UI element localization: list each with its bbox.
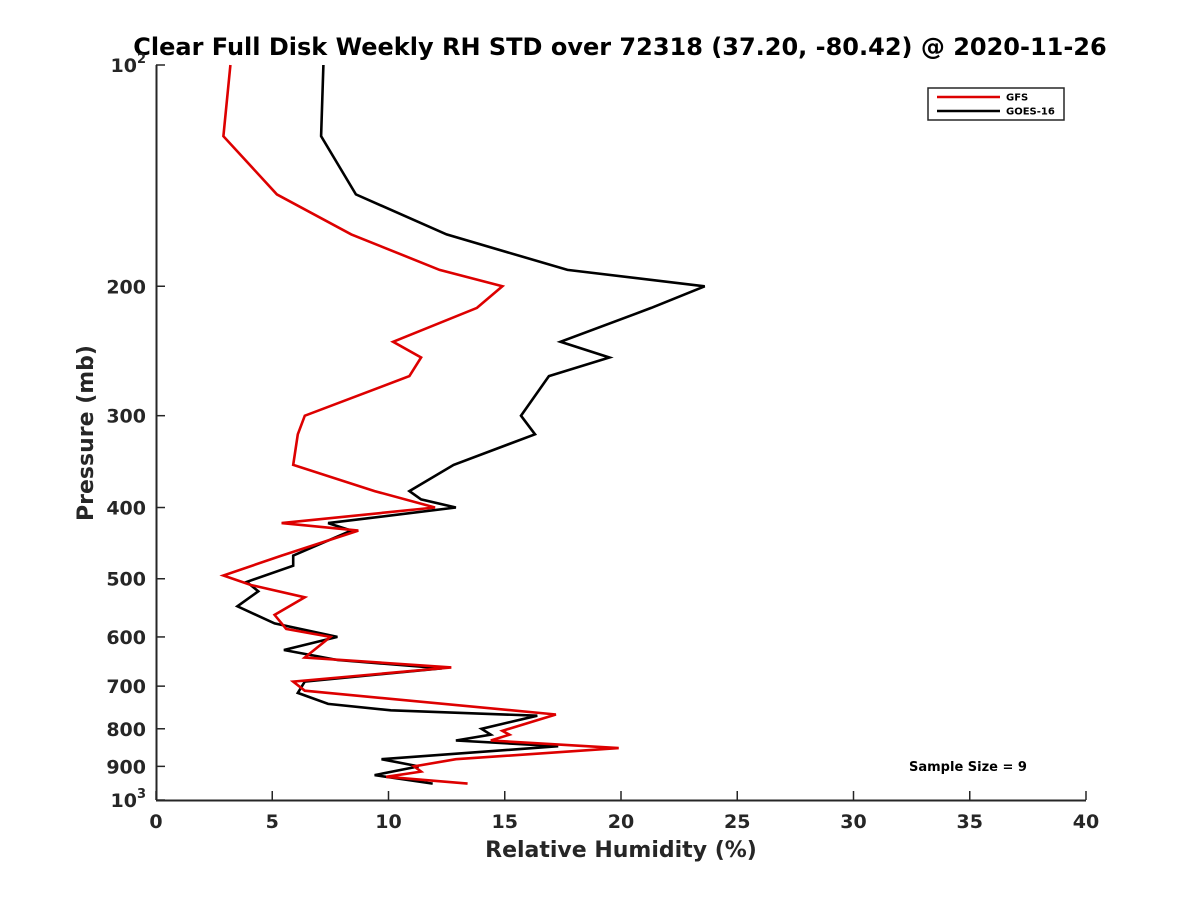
legend: GFS GOES-16 [927,87,1065,121]
y-tick-label-base: 300 [106,406,146,428]
y-tick-label: 700 [106,676,146,698]
plot-area: 0 5 10 15 20 25 30 35 40 10220030040050060070080… [106,52,1099,833]
x-ticks: 0 5 10 15 20 25 30 35 40 [149,791,1099,833]
y-tick-label: 400 [106,498,146,520]
y-tick-label-exponent: 2 [137,52,146,67]
y-tick-label-exponent: 3 [137,787,146,802]
y-tick-label: 200 [106,276,146,298]
y-tick-label-base: 10 [111,790,137,812]
y-tick-label: 103 [111,787,147,812]
x-axis-label: Relative Humidity (%) [485,838,757,863]
y-tick-label: 800 [106,719,146,741]
y-tick-label: 500 [106,569,146,591]
y-tick-label-base: 500 [106,569,146,591]
y-tick-label-base: 400 [106,498,146,520]
y-tick-label: 102 [111,52,147,77]
x-tick-label: 15 [492,811,518,833]
y-tick-label-base: 700 [106,676,146,698]
y-tick-label: 300 [106,406,146,428]
x-tick-label: 10 [375,811,401,833]
chart-title: Clear Full Disk Weekly RH STD over 72318… [133,33,1106,61]
series-line-gfs [219,64,619,785]
y-tick-label: 900 [106,756,146,778]
x-tick-label: 5 [266,811,279,833]
x-tick-label: 40 [1073,811,1099,833]
sample-size-annotation: Sample Size = 9 [909,760,1027,775]
x-tick-label: 0 [149,811,162,833]
y-tick-label-base: 200 [106,276,146,298]
y-tick-label-base: 600 [106,627,146,649]
legend-box [927,87,1065,121]
y-axis-label: Pressure (mb) [74,345,99,521]
x-tick-label: 35 [957,811,983,833]
legend-label: GFS [1006,93,1028,104]
y-tick-label-base: 10 [111,55,137,77]
x-tick-label: 30 [840,811,866,833]
y-tick-label: 600 [106,627,146,649]
series-line-goes-16 [234,64,706,785]
x-tick-label: 25 [724,811,750,833]
y-tick-label-base: 900 [106,756,146,778]
x-tick-label: 20 [608,811,634,833]
y-tick-label-base: 800 [106,719,146,741]
legend-label: GOES-16 [1006,107,1055,118]
series-lines [219,64,706,785]
